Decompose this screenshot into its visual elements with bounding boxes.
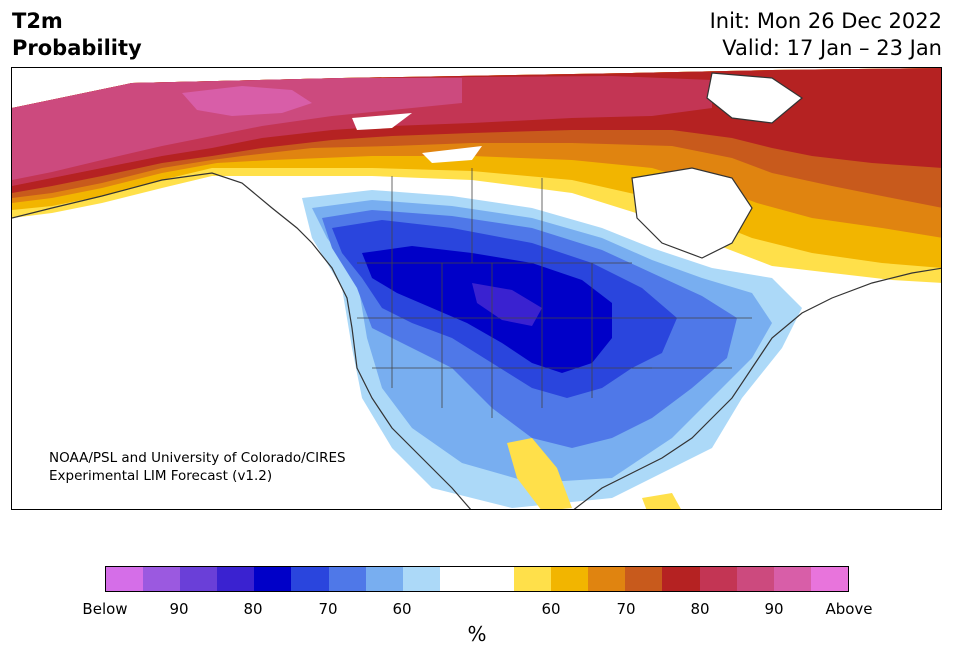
forecast-dates: Init: Mon 26 Dec 2022 Valid: 17 Jan – 23… bbox=[710, 8, 942, 62]
tick-label-below-80: 80 bbox=[243, 600, 263, 618]
coastlines bbox=[12, 72, 941, 509]
tick-label-below-60: 60 bbox=[392, 600, 412, 618]
colorbar-swatch bbox=[588, 567, 626, 591]
colorbar-swatch bbox=[217, 567, 255, 591]
colorbar-swatch bbox=[402, 567, 440, 591]
colorbar-swatch bbox=[328, 567, 366, 591]
colorbar-swatch bbox=[625, 567, 663, 591]
init-date: Init: Mon 26 Dec 2022 bbox=[709, 9, 942, 33]
colorbar-swatch bbox=[291, 567, 329, 591]
data-credit: NOAA/PSL and University of Colorado/CIRE… bbox=[49, 449, 346, 485]
cold-anomaly-region bbox=[302, 190, 802, 508]
colorbar-swatch bbox=[551, 567, 589, 591]
colorbar-swatch bbox=[773, 567, 811, 591]
tick-label-above-60: 60 bbox=[541, 600, 561, 618]
colorbar-swatch bbox=[365, 567, 403, 591]
colorbar-swatch bbox=[476, 567, 515, 591]
valid-date: Valid: 17 Jan – 23 Jan bbox=[722, 36, 942, 60]
tick-label-below-70: 70 bbox=[318, 600, 338, 618]
colorbar-swatch bbox=[254, 567, 292, 591]
colorbar-swatch bbox=[699, 567, 737, 591]
colorbar-swatch bbox=[439, 567, 477, 591]
colorbar-swatch bbox=[662, 567, 700, 591]
tick-label-below-90: 90 bbox=[169, 600, 189, 618]
credit-line-1: NOAA/PSL and University of Colorado/CIRE… bbox=[49, 450, 346, 466]
colorbar-swatch bbox=[736, 567, 774, 591]
map-canvas bbox=[12, 68, 941, 509]
mexico-warm-region bbox=[507, 438, 572, 509]
tick-label-above-70: 70 bbox=[616, 600, 636, 618]
colorbar-swatch bbox=[810, 567, 848, 591]
map-title: T2m Probability bbox=[12, 8, 142, 62]
colorbar bbox=[105, 566, 849, 592]
colorbar-swatch bbox=[180, 567, 218, 591]
state-borders bbox=[357, 168, 752, 418]
tick-label-below: Below bbox=[82, 600, 128, 618]
tick-label-above-90: 90 bbox=[764, 600, 784, 618]
tick-label-above: Above bbox=[825, 600, 873, 618]
tick-label-above-80: 80 bbox=[690, 600, 710, 618]
title-subtitle: Probability bbox=[12, 36, 142, 60]
colorbar-unit: % bbox=[467, 622, 487, 646]
probability-map bbox=[11, 67, 942, 510]
colorbar-swatch bbox=[514, 567, 552, 591]
colorbar-swatch bbox=[106, 567, 144, 591]
title-variable: T2m bbox=[12, 9, 63, 33]
credit-line-2: Experimental LIM Forecast (v1.2) bbox=[49, 468, 273, 484]
colorbar-swatch bbox=[143, 567, 181, 591]
